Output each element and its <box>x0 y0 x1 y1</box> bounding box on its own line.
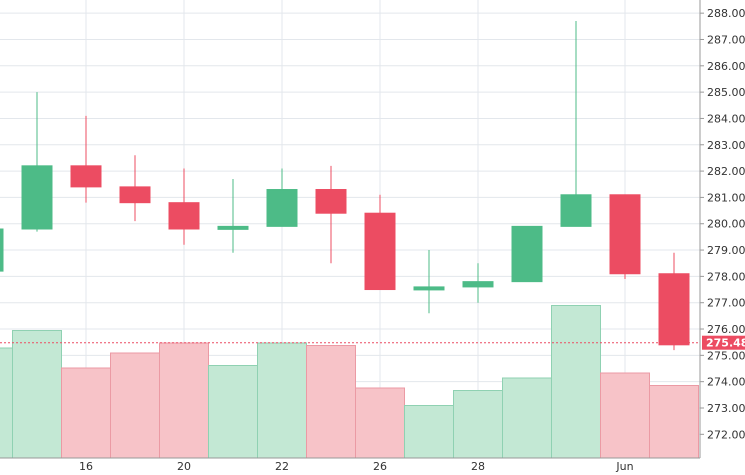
y-tick-label: 279.00 <box>707 244 745 257</box>
y-tick-label: 281.00 <box>707 191 745 204</box>
volume-bar <box>12 330 62 459</box>
y-tick-label: 283.00 <box>707 139 745 152</box>
y-axis: 272.00 273.00 274.00 275.00 276.00 277.00 278.… <box>699 0 745 458</box>
y-tick-label: 284.00 <box>707 112 745 125</box>
candle-body <box>217 225 249 230</box>
candle-body <box>266 189 298 227</box>
volume-bar <box>257 342 307 459</box>
candle-body <box>315 189 347 214</box>
volume-bar <box>404 405 454 459</box>
volume-bar <box>502 377 552 459</box>
candle-body <box>609 194 641 275</box>
last-price-badge <box>702 335 745 350</box>
x-axis: 16 20 22 26 28 Jun <box>0 457 700 473</box>
y-tick-label: 285.00 <box>707 86 745 99</box>
candle-body <box>511 225 543 283</box>
candle-body <box>70 165 102 188</box>
y-tick-label: 286.00 <box>707 60 745 73</box>
y-tick-label: 277.00 <box>707 297 745 310</box>
volume-bar <box>0 347 13 459</box>
last-price-label: 275.48 <box>706 337 745 350</box>
candle-body <box>413 286 445 291</box>
volume-bar <box>600 372 650 459</box>
candle-body <box>119 186 151 204</box>
volume-bar <box>159 342 209 459</box>
candle-body <box>364 212 396 291</box>
x-tick-label: 16 <box>79 460 93 473</box>
volume-bar <box>61 367 111 459</box>
candle-body <box>168 202 200 230</box>
y-tick-label: 280.00 <box>707 218 745 231</box>
volume-bar <box>453 390 503 459</box>
y-tick-label: 288.00 <box>707 7 745 20</box>
x-tick-label: 26 <box>373 460 387 473</box>
y-tick-label: 274.00 <box>707 376 745 389</box>
last-price-line: 275.48 <box>0 335 745 350</box>
x-tick-label: 22 <box>275 460 289 473</box>
volume-bars <box>0 305 699 459</box>
y-tick-label: 282.00 <box>707 165 745 178</box>
y-tick-label: 287.00 <box>707 33 745 46</box>
candle-body <box>21 165 53 230</box>
volume-bar <box>355 387 405 459</box>
y-tick-label: 278.00 <box>707 270 745 283</box>
volume-bar <box>649 385 699 459</box>
y-tick-label: 275.00 <box>707 349 745 362</box>
candle-body <box>0 228 4 272</box>
volume-bar <box>110 352 160 459</box>
candle-body <box>658 273 690 346</box>
y-tick-label: 273.00 <box>707 402 745 415</box>
candles <box>0 21 690 351</box>
volume-bar <box>208 365 258 459</box>
candle-body <box>560 194 592 227</box>
x-tick-label: 20 <box>177 460 191 473</box>
volume-bar <box>551 305 601 459</box>
x-tick-label: 28 <box>471 460 485 473</box>
volume-bar <box>306 345 356 459</box>
y-tick-label: 272.00 <box>707 428 745 441</box>
x-tick-label: Jun <box>615 460 633 473</box>
y-tick-label: 276.00 <box>707 323 745 336</box>
candle-body <box>462 281 494 288</box>
